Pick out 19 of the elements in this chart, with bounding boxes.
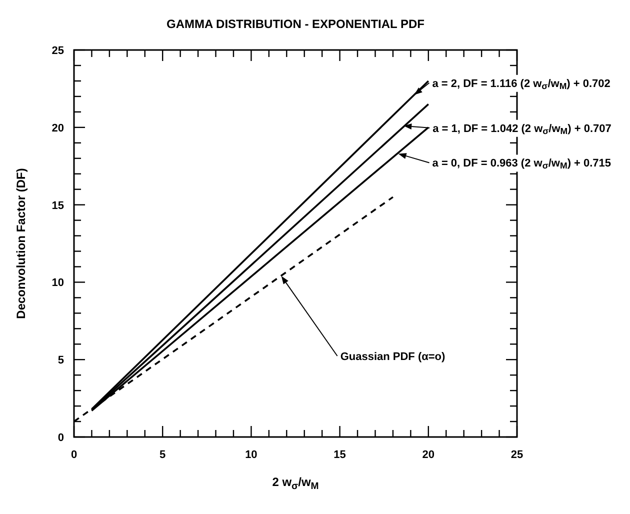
y-tick-label: 25 [52, 45, 64, 57]
annotation: a = 2, DF = 1.116 (2 w$_{σ}$/w$_{M}$) + 0.702 [432, 78, 610, 92]
x-axis-title: 2 w$_{σ}$/w$_{M}$ [272, 475, 319, 492]
x-tick-label: 0 [70, 449, 78, 461]
x-tick-label: 5 [160, 449, 166, 461]
y-tick-label: 15 [52, 200, 64, 212]
chart-title: GAMMA DISTRIBUTION - EXPONENTIAL PDF [166, 17, 424, 31]
x-tick-label: 15 [334, 449, 346, 461]
y-tick-label: 10 [52, 277, 64, 290]
x-tick-label: 25 [510, 449, 524, 461]
annotation: a = 0, DF = 0.963 (2 w$_{σ}$/w$_{M}$) + 0.715 [432, 158, 612, 171]
y-tick-label: 5 [58, 354, 64, 367]
y-tick-label: 20 [52, 122, 64, 134]
x-tick-label: 10 [245, 449, 258, 461]
y-tick-label: 0 [58, 432, 64, 444]
annotation: a = 1, DF = 1.042 (2 w$_{σ}$/w$_{M}$) + 0.707 [432, 122, 612, 136]
x-tick-label: 20 [422, 449, 435, 461]
y-axis-title: Deconvolution Factor (DF) [14, 168, 28, 319]
annotation: Guassian PDF (α=o) [340, 351, 446, 364]
